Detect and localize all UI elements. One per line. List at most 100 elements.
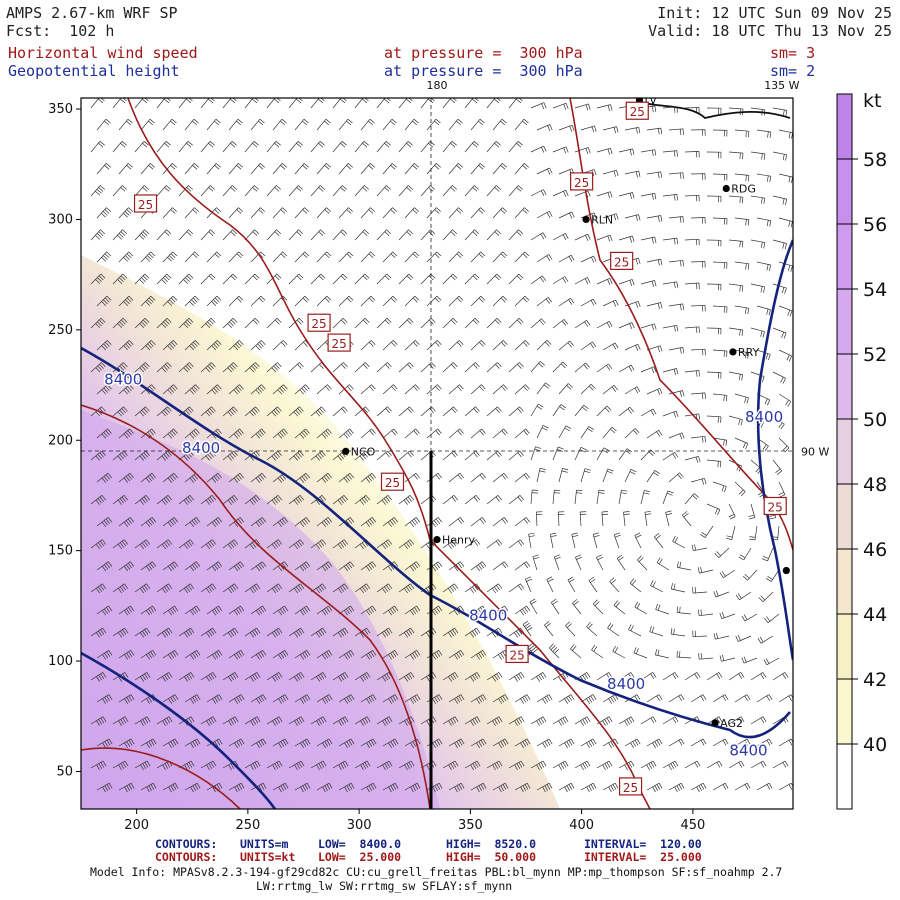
wind-barb: [778, 437, 790, 453]
wind-barb: [222, 495, 238, 505]
wind-barb: [514, 163, 529, 175]
wind-barb: [624, 468, 637, 483]
wind-barb: [266, 627, 283, 638]
wind-barb: [552, 446, 564, 461]
wind-barb: [332, 406, 348, 417]
wind-barb: [310, 716, 327, 726]
wind-label-box: [763, 496, 787, 516]
wind-barb: [112, 406, 128, 417]
wind-barb: [332, 627, 349, 638]
wind-barb: [728, 283, 744, 292]
wind-contour-label: 25: [623, 781, 638, 795]
wind-barb: [552, 102, 569, 110]
wind-barb: [272, 207, 288, 219]
wind-barb: [310, 450, 326, 461]
colorbar-segment: [837, 224, 852, 289]
wind-barb: [728, 503, 736, 520]
wind-barb: [558, 694, 575, 704]
wind-barb: [134, 273, 150, 285]
wind-barb: [552, 146, 569, 154]
wind-barb: [338, 295, 354, 307]
wind-barb: [596, 716, 613, 726]
wind-barb: [288, 185, 304, 197]
wind-barb: [662, 490, 674, 505]
wind-barb: [662, 324, 679, 332]
wind-barb: [646, 429, 663, 439]
wind-barb: [640, 716, 657, 725]
field1-smoothing: sm= 3: [770, 44, 816, 62]
wind-barb: [588, 576, 598, 593]
wind-barb: [706, 760, 723, 769]
wind-barb: [250, 295, 266, 307]
wind-barb: [470, 163, 485, 175]
colorbar-tick-label: 48: [863, 474, 887, 496]
wind-barb: [376, 716, 393, 726]
wind-contour-25-inner: [81, 404, 431, 809]
wind-barb: [492, 384, 508, 395]
wind-barb: [486, 539, 503, 549]
wind-barb: [734, 129, 750, 138]
wind-barb: [134, 672, 151, 682]
wind-barb: [332, 495, 348, 505]
wind-barb: [420, 362, 436, 373]
wind-barb: [162, 650, 179, 660]
wind-barb: [735, 591, 752, 601]
wind-contour-label: 25: [768, 500, 783, 514]
wind-barb: [310, 141, 325, 153]
wind-barb: [134, 98, 149, 109]
wind-barb: [758, 591, 774, 603]
wind-barb: [96, 472, 112, 483]
wind-barb: [156, 760, 173, 771]
wind-barb: [398, 98, 413, 109]
wind-barb: [442, 317, 458, 329]
wind-barb: [134, 627, 151, 638]
wind-barb: [382, 650, 399, 660]
wind-barb: [310, 98, 325, 109]
wind-barb: [772, 151, 788, 161]
wind-barb: [382, 782, 399, 793]
wind-barb: [426, 163, 441, 175]
wind-barb: [508, 583, 525, 593]
wind-barb: [544, 621, 554, 637]
wind-barb: [250, 472, 266, 483]
height-contour-8400-east: [756, 239, 793, 661]
wind-barb: [140, 163, 155, 175]
wind-barb: [514, 605, 531, 616]
wind-barb: [684, 194, 700, 202]
wind-barb: [332, 317, 348, 329]
wind-barb: [398, 672, 415, 682]
wind-barb: [618, 279, 635, 287]
wind-barb: [178, 495, 194, 505]
wind-barb: [184, 782, 201, 793]
wind-barb: [404, 650, 421, 660]
wind-barb: [624, 694, 641, 703]
wind-barb: [640, 760, 657, 771]
wind-barb: [426, 650, 443, 660]
wind-barb: [90, 495, 106, 505]
wind-barb: [486, 273, 502, 285]
wind-barb: [332, 362, 348, 373]
wind-barb: [250, 650, 267, 660]
wind-barb: [514, 207, 530, 219]
wind-barb: [508, 98, 523, 109]
wind-barb: [294, 118, 309, 131]
wind-barb: [288, 583, 305, 594]
wind-barb: [222, 362, 238, 373]
wind-barb: [486, 229, 502, 241]
wind-barb: [618, 148, 635, 156]
wind-barb: [442, 141, 457, 153]
wind-barb: [316, 605, 333, 616]
wind-barb: [706, 459, 722, 468]
wind-barb: [684, 493, 699, 505]
wind-barb: [464, 627, 481, 638]
wind-barb: [140, 650, 157, 660]
wind-barb: [162, 738, 179, 749]
wind-barb: [646, 782, 663, 793]
wind-barb: [272, 561, 289, 572]
wind-barb: [228, 340, 244, 351]
wind-barb: [244, 362, 260, 373]
wind-barb: [206, 384, 222, 395]
wind-barb: [442, 716, 459, 726]
wind-barb: [228, 163, 243, 175]
wind-barb: [486, 317, 502, 329]
